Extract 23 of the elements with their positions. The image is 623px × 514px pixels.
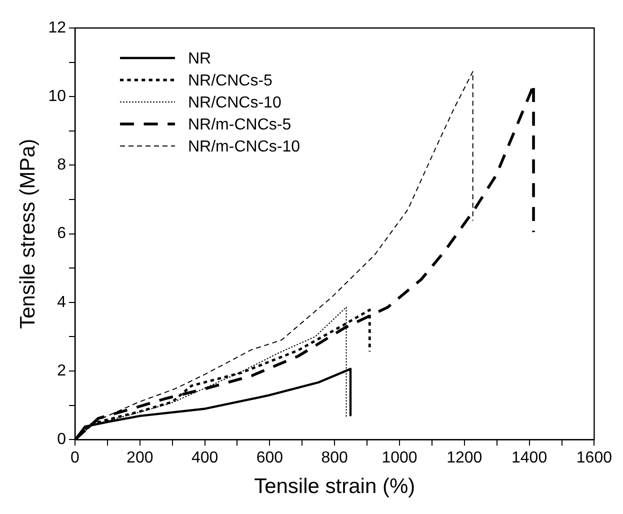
x-tick-label: 200 (126, 450, 154, 467)
x-tick-label: 1600 (576, 450, 612, 467)
y-tick-label: 8 (57, 156, 66, 174)
x-tick-label: 600 (256, 450, 284, 467)
x-axis-title: Tensile strain (%) (254, 475, 416, 498)
legend-label: NR (188, 50, 212, 68)
legend-label: NR/CNCs-5 (188, 72, 273, 90)
y-tick-label: 0 (57, 431, 66, 448)
x-tick-label: 1000 (382, 450, 418, 467)
y-tick-label: 10 (48, 88, 66, 106)
legend-label: NR/m-CNCs-5 (188, 116, 292, 134)
x-tick-label: 1400 (512, 450, 548, 467)
y-tick-label: 6 (57, 225, 66, 242)
y-axis-title: Tensile stress (MPa) (16, 138, 40, 329)
x-tick-label: 0 (70, 450, 80, 467)
legend-label: NR/m-CNCs-10 (188, 138, 300, 156)
x-tick-label: 400 (191, 450, 218, 467)
y-tick-label: 12 (48, 19, 66, 36)
legend-label: NR/CNCs-10 (188, 94, 282, 112)
y-tick-label: 2 (57, 362, 66, 380)
x-tick-label: 1200 (446, 450, 482, 467)
x-tick-label: 800 (321, 450, 348, 467)
y-tick-label: 4 (57, 294, 66, 311)
